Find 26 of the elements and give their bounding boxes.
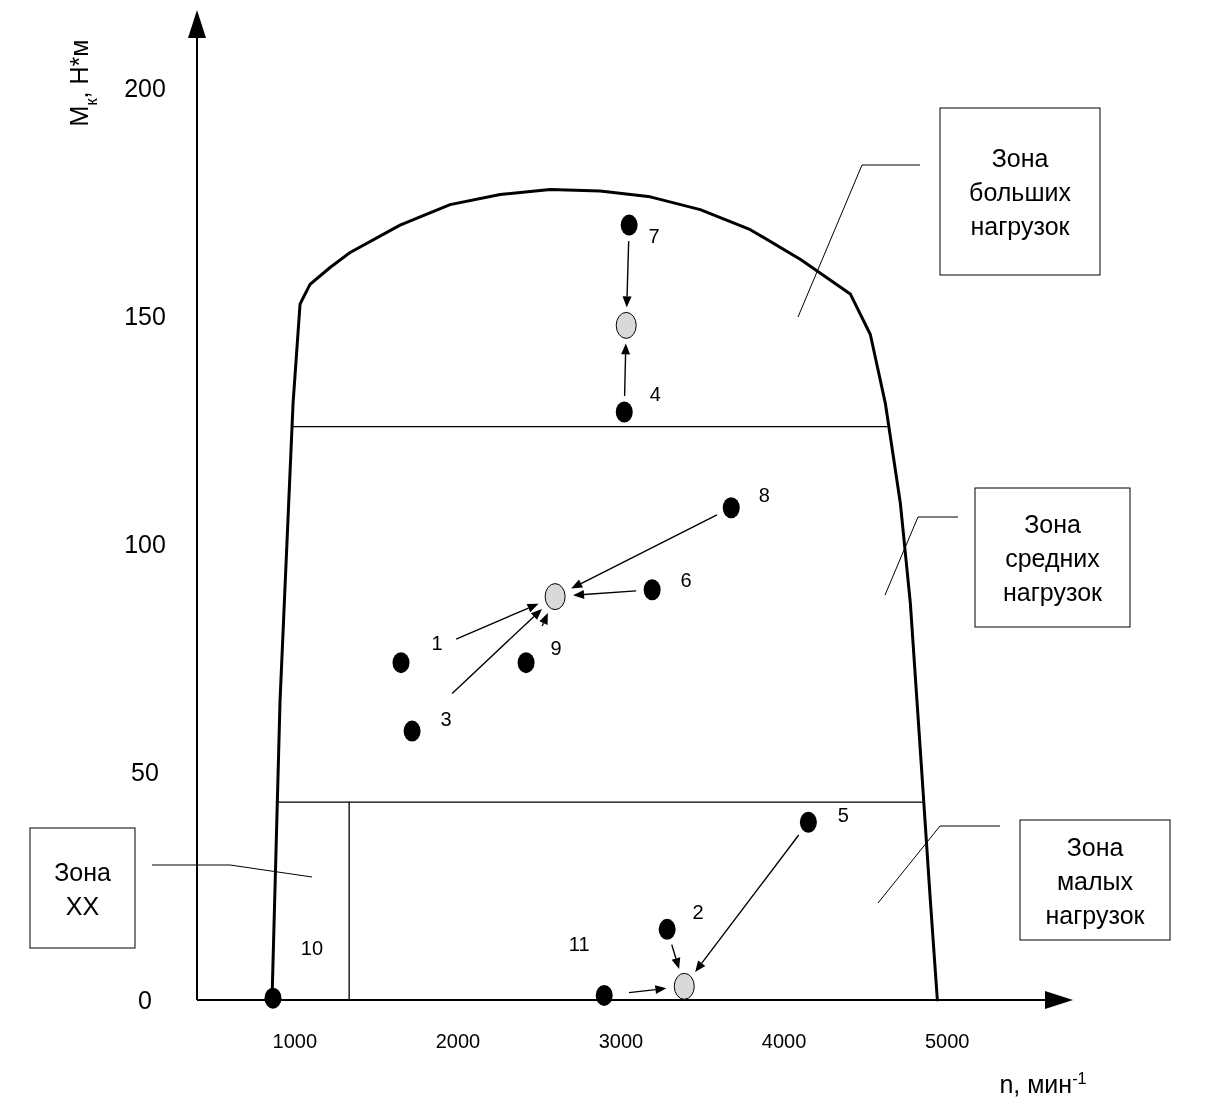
x-axis-title: n, мин$^{-1}$ <box>999 1069 1087 1098</box>
annotation: 8 <box>758 483 770 506</box>
y-tick-label: 50 <box>131 758 159 787</box>
annotation: Зона средних нагрузок <box>1003 510 1104 607</box>
annotation: 6 <box>680 568 692 591</box>
annotation: 3 <box>440 708 452 731</box>
y-tick-label: 0 <box>138 986 152 1014</box>
annotation: Зона больших нагрузок <box>969 144 1072 241</box>
text: Зона XX <box>54 857 111 920</box>
annotation: 5 <box>837 804 849 827</box>
x-tick-label: 2000 <box>435 1030 481 1052</box>
annotation: 10 <box>300 937 324 960</box>
annotation: 4 <box>649 383 661 405</box>
y-tick-label: 100 <box>124 530 166 559</box>
y-tick-label: 200 <box>124 74 166 103</box>
x-tick-label: 1000 <box>272 1030 318 1052</box>
text: Зона малых нагрузок <box>1045 832 1146 929</box>
annotation: 7 <box>648 225 660 248</box>
y-tick-label: 150 <box>124 302 166 331</box>
x-tick-label: 4000 <box>761 1030 807 1052</box>
annotation: 2 <box>692 901 704 924</box>
x-tick-label: 5000 <box>924 1030 970 1052</box>
x-tick-label: 3000 <box>598 1030 644 1052</box>
annotation: 11 <box>568 933 590 956</box>
annotation: 9 <box>550 636 562 659</box>
annotation: 1 <box>431 631 443 654</box>
